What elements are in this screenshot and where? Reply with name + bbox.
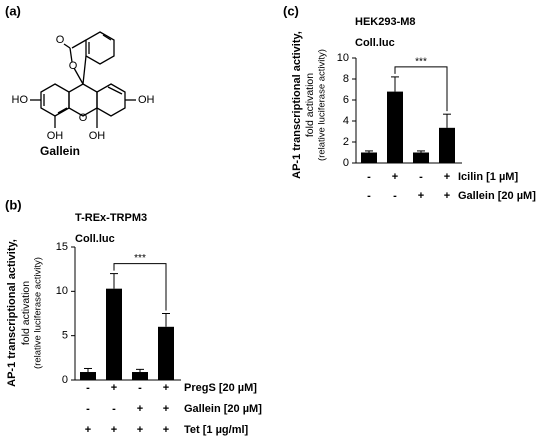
- y-axis-label: fold activation: [20, 281, 32, 345]
- treatment-label: Icilin [1 µM]: [458, 171, 518, 183]
- ring: [85, 31, 115, 65]
- y-tick-label: 0: [343, 157, 349, 169]
- treatment-sign: +: [137, 403, 143, 415]
- bond: [69, 47, 73, 63]
- chart-subtitle: Coll.luc: [75, 233, 115, 245]
- y-axis-label: fold activation: [304, 73, 316, 137]
- chemical-structure: [30, 31, 136, 128]
- chart-title: T-REx-TRPM3: [75, 212, 147, 224]
- y-tick-label: 15: [56, 241, 68, 253]
- treatment-sign: +: [444, 190, 450, 202]
- bar: [361, 152, 377, 163]
- treatment-label: Gallein [20 µM]: [184, 403, 262, 415]
- treatment-sign: +: [444, 171, 450, 183]
- treatment-sign: +: [85, 424, 91, 436]
- bond: [73, 67, 84, 85]
- bar: [132, 372, 148, 380]
- y-axis-label: AP-1 transcriptional activity,: [291, 31, 303, 179]
- y-axis-label: AP-1 transcriptional activity,: [6, 239, 18, 387]
- treatment-sign: -: [367, 171, 371, 183]
- significance-bracket: [113, 263, 167, 311]
- atom-label: HO: [12, 94, 29, 106]
- y-tick-label: 6: [343, 94, 349, 106]
- treatment-sign: +: [163, 382, 169, 394]
- treatment-sign: -: [419, 171, 423, 183]
- compound-name: Gallein: [40, 144, 80, 158]
- panel-label: (c): [283, 3, 299, 18]
- treatment-sign: +: [137, 424, 143, 436]
- significance-label: ***: [415, 57, 427, 68]
- treatment-sign: +: [418, 190, 424, 202]
- y-tick-label: 5: [62, 330, 68, 342]
- bar: [387, 91, 403, 163]
- treatment-sign: +: [392, 171, 398, 183]
- atom-label: OH: [47, 130, 64, 142]
- bond: [107, 86, 123, 95]
- y-tick-label: 10: [337, 52, 349, 64]
- chart-subtitle: Coll.luc: [355, 37, 395, 49]
- panel-label: (a): [5, 3, 21, 18]
- significance-bracket: [394, 66, 448, 112]
- bond: [71, 39, 87, 49]
- panel-label: (b): [5, 197, 22, 212]
- treatment-sign: -: [112, 403, 116, 415]
- bar: [106, 288, 122, 380]
- treatment-sign: -: [86, 382, 90, 394]
- atom-label: O: [56, 34, 65, 46]
- y-tick-label: 2: [343, 136, 349, 148]
- bond: [102, 34, 112, 41]
- treatment-sign: -: [138, 382, 142, 394]
- y-tick-label: 10: [56, 285, 68, 297]
- bar: [439, 127, 455, 163]
- ring: [40, 83, 70, 117]
- treatment-sign: +: [163, 403, 169, 415]
- atom-label: O: [79, 112, 88, 124]
- chart-title: HEK293-M8: [355, 16, 416, 28]
- treatment-sign: +: [163, 424, 169, 436]
- bond: [57, 107, 68, 114]
- atom-label: OH: [138, 94, 155, 106]
- bond: [82, 55, 87, 85]
- atom-label: OH: [89, 130, 106, 142]
- treatment-sign: -: [393, 190, 397, 202]
- treatment-sign: -: [86, 403, 90, 415]
- treatment-sign: +: [111, 424, 117, 436]
- treatment-label: Tet [1 µg/ml]: [184, 424, 249, 436]
- y-axis-label: (relative luciferase activity): [33, 257, 44, 369]
- treatment-sign: +: [111, 382, 117, 394]
- treatment-sign: -: [367, 190, 371, 202]
- y-tick-label: 8: [343, 73, 349, 85]
- bar: [413, 152, 429, 163]
- y-axis-label: (relative luciferase activity): [317, 49, 328, 161]
- bar: [158, 326, 174, 380]
- significance-label: ***: [134, 253, 146, 264]
- treatment-label: PregS [20 µM]: [184, 382, 257, 394]
- bar: [80, 372, 96, 380]
- y-tick-label: 4: [343, 115, 349, 127]
- treatment-label: Gallein [20 µM]: [458, 190, 536, 202]
- ring: [96, 83, 126, 117]
- bond: [63, 43, 71, 49]
- y-tick-label: 0: [62, 374, 68, 386]
- atom-label: O: [69, 60, 78, 72]
